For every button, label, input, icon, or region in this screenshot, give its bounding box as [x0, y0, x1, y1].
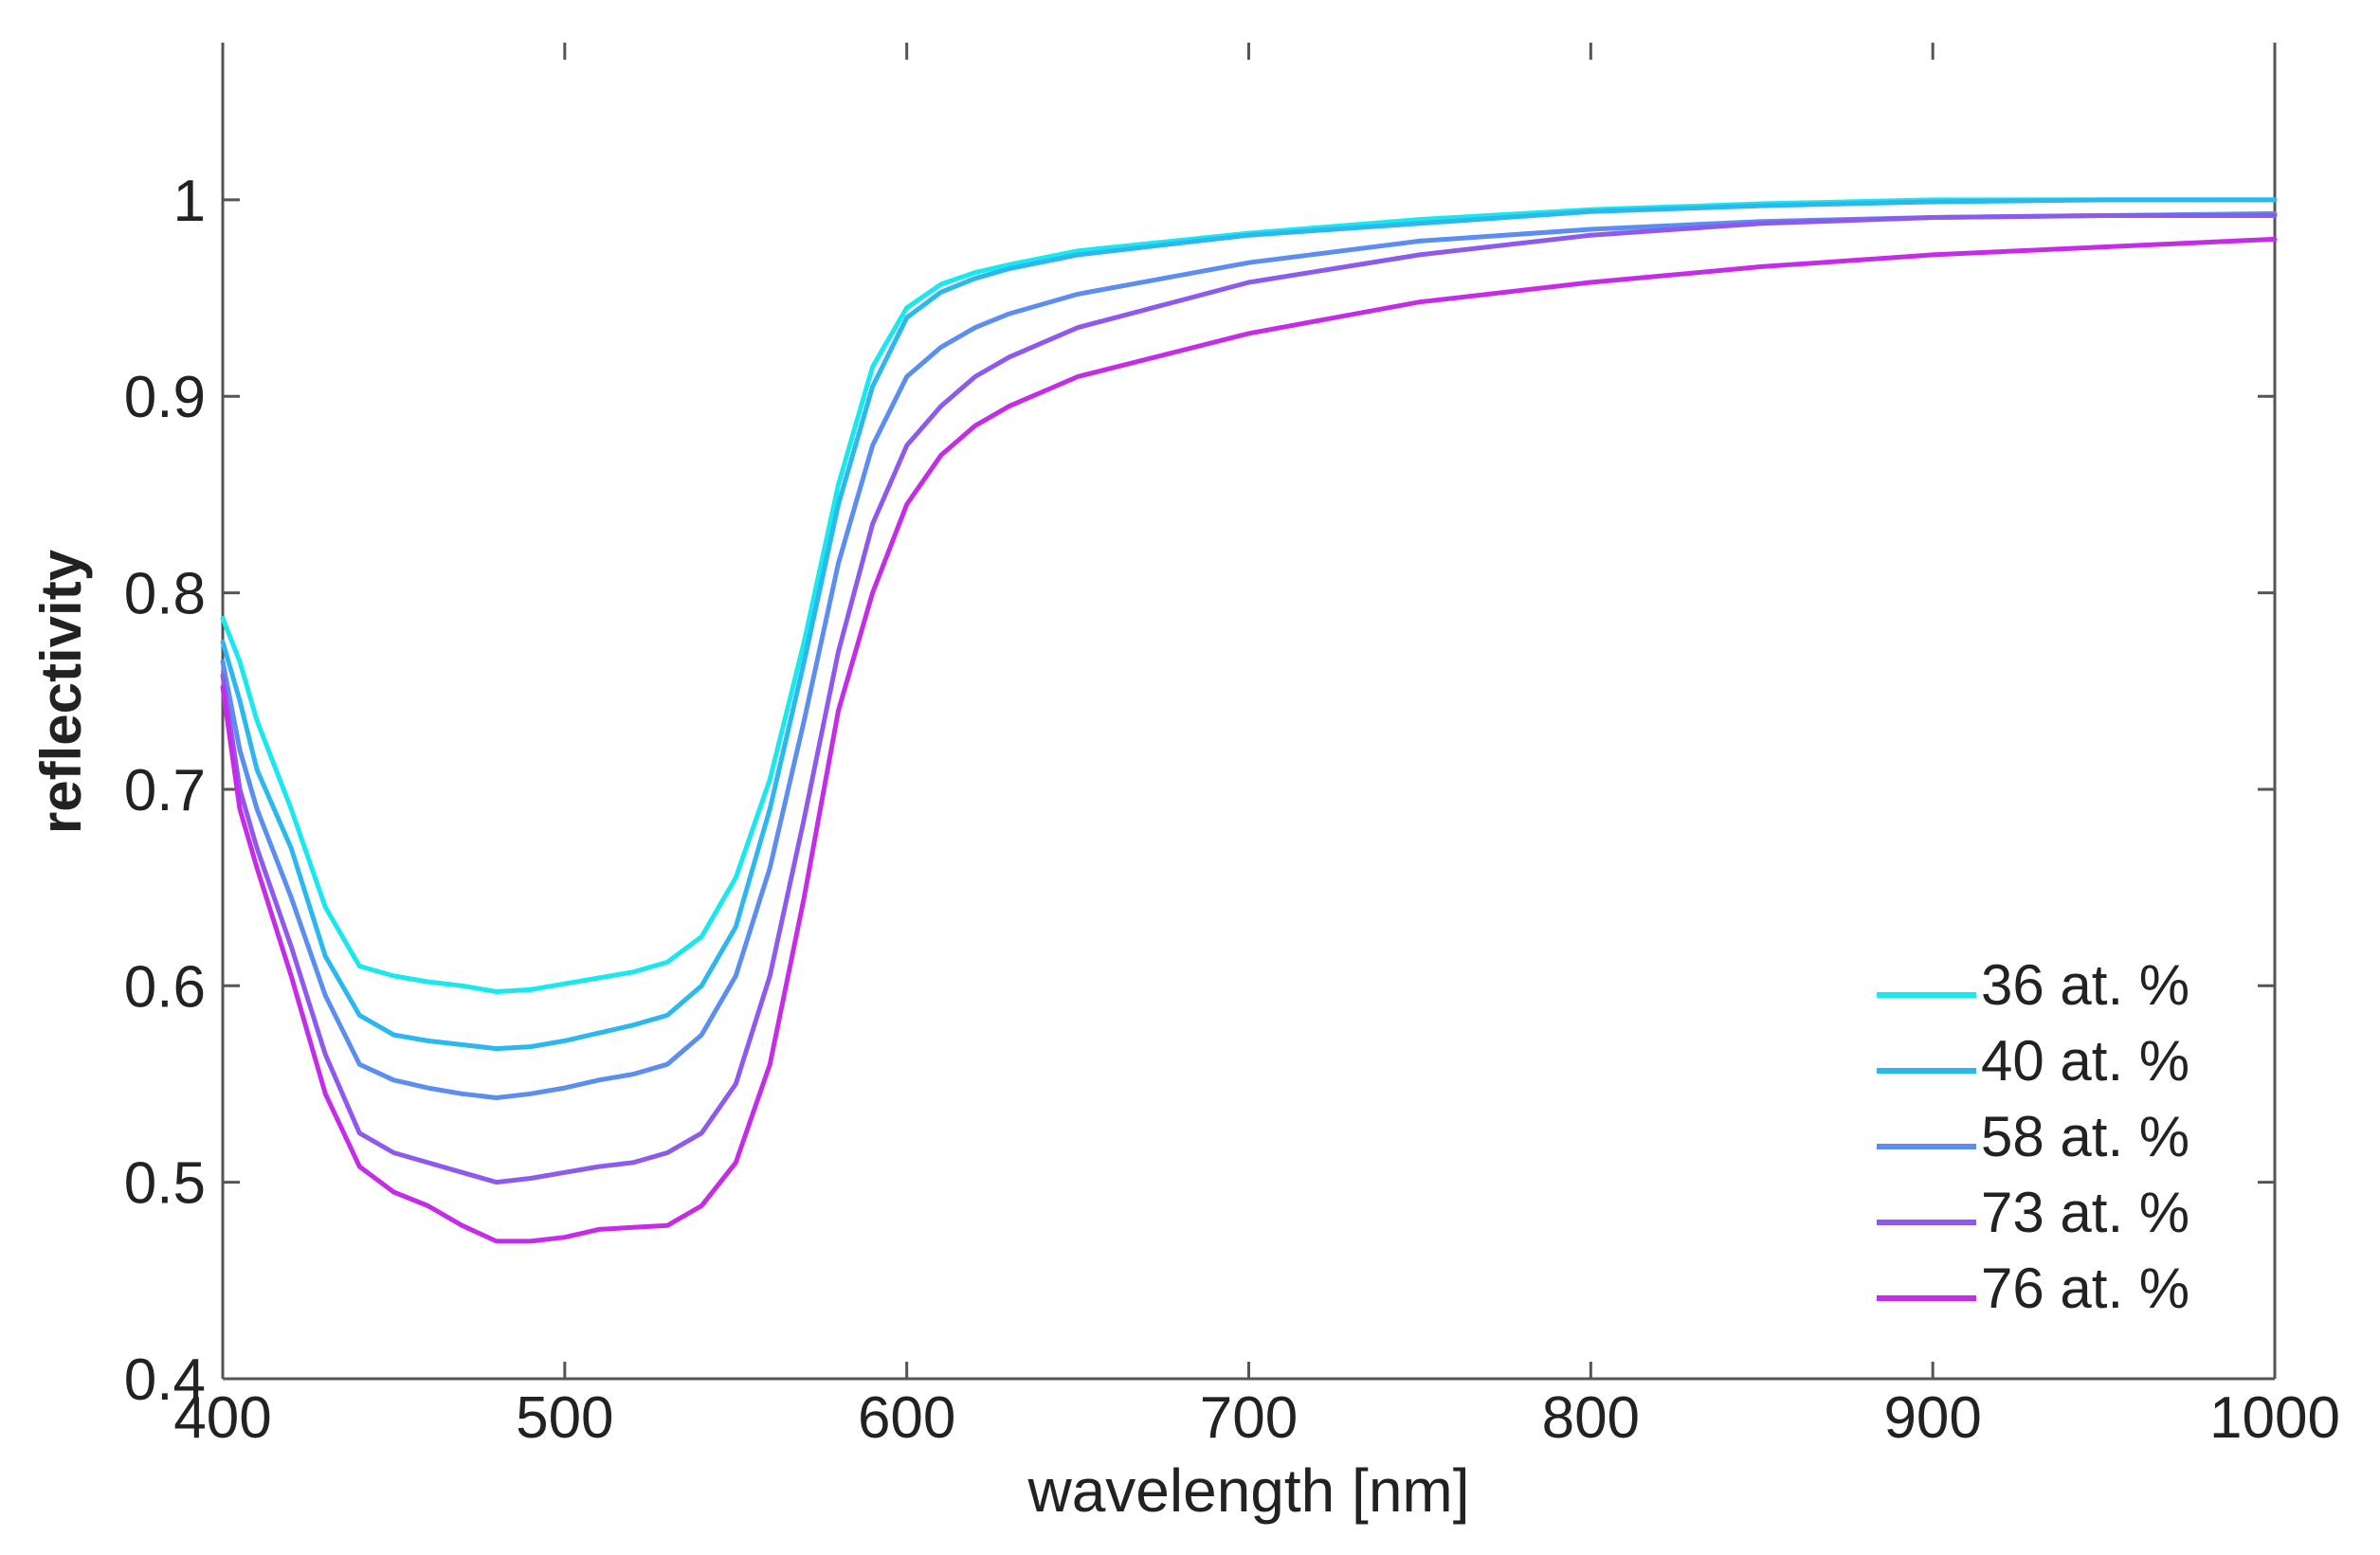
y-tick-label: 0.4	[124, 1347, 206, 1413]
y-tick-label: 0.5	[124, 1151, 206, 1217]
y-axis-label: reflectivity	[29, 549, 93, 834]
legend-label-1: 36 at. %	[1981, 953, 2189, 1017]
series-line-5	[220, 236, 2278, 1244]
legend: 36 at. % 40 at. % 58 at. % 73 at. % 76 at. %	[1877, 953, 2189, 1320]
axes-layer: 400 500 600 700 800 900 1000 0.4 0.5 0.6 0.7 0.8 0.9…	[124, 43, 2340, 1451]
x-tick-label: 900	[1883, 1385, 1981, 1451]
series-layer	[220, 197, 2278, 1244]
series-line-2	[220, 197, 2278, 1052]
y-tick-label: 0.6	[124, 954, 206, 1020]
series-line-1	[220, 197, 2278, 994]
y-tick-label: 0.9	[124, 365, 206, 430]
x-axis-label: wavelength [nm]	[1026, 1456, 1469, 1525]
legend-label-5: 76 at. %	[1981, 1257, 2189, 1320]
y-tick-label: 0.8	[124, 562, 206, 627]
x-tick-label: 800	[1542, 1385, 1640, 1451]
legend-label-4: 73 at. %	[1981, 1181, 2189, 1244]
y-tick-label: 0.7	[124, 758, 206, 823]
x-tick-label: 600	[858, 1385, 955, 1451]
legend-label-3: 58 at. %	[1981, 1105, 2189, 1168]
y-tick-label: 1	[173, 169, 206, 234]
x-tick-label: 500	[516, 1385, 613, 1451]
legend-label-2: 40 at. %	[1981, 1029, 2189, 1093]
x-tick-label: 1000	[2209, 1385, 2340, 1451]
x-tick-label: 400	[173, 1385, 271, 1451]
series-line-4	[220, 213, 2278, 1185]
x-tick-label: 700	[1200, 1385, 1298, 1451]
series-line-3	[220, 210, 2278, 1100]
